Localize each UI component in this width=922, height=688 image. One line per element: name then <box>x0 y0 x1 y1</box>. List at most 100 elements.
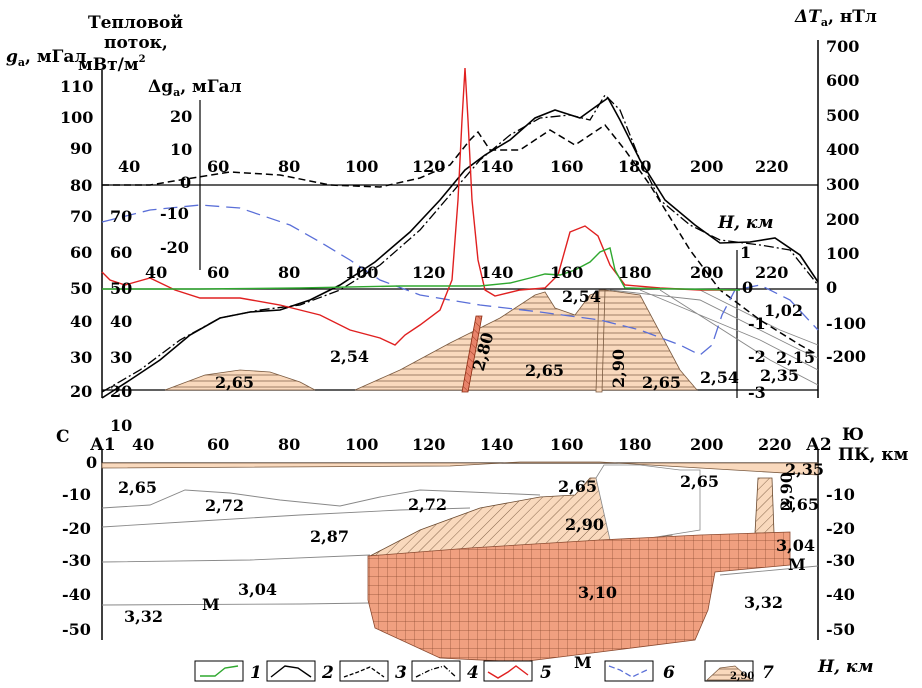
x-tick: 120 <box>412 435 445 454</box>
dt-tick: 0 <box>826 278 837 297</box>
boundary-287 <box>101 554 371 563</box>
density-label: 2,65 <box>642 373 681 392</box>
x-tick: 60 <box>207 157 229 176</box>
top-panel: 110 100 90 80 70 60 50 40 30 20 70 60 50… <box>6 7 877 435</box>
x-tick: 140 <box>480 435 513 454</box>
legend-item-7: 2,90 7 <box>704 660 774 683</box>
legend-item-5: 5 <box>483 660 552 683</box>
curve-5-red <box>101 67 735 346</box>
pk-axis-title: ПК, км <box>838 445 909 465</box>
x-tick: 220 <box>758 435 791 454</box>
density-label: 2,35 <box>785 460 824 479</box>
density-label: 2,15 <box>776 348 815 367</box>
surface-sediment <box>101 461 819 476</box>
dga-tick: 0 <box>180 173 191 192</box>
dga-axis-title: Δga, мГал <box>148 77 242 99</box>
dt-tick: 600 <box>826 71 859 90</box>
x-tick-labels-bottom: 40 60 80 100 120 140 160 180 200 220 <box>132 435 791 454</box>
ga-tick: 70 <box>70 207 92 226</box>
x-tick: 60 <box>207 435 229 454</box>
density-label: 2,90 <box>609 349 628 388</box>
dga-tick: -10 <box>160 204 189 223</box>
ga-tick: 90 <box>70 139 92 158</box>
depth-tick: -20 <box>62 519 91 538</box>
density-label: 2,54 <box>330 347 369 366</box>
ga-tick: 100 <box>60 108 93 127</box>
legend-item-4: 4 <box>411 660 479 683</box>
depth-tick: -30 <box>826 551 855 570</box>
curve-3-dashed <box>102 123 819 356</box>
depth-tick: -10 <box>826 485 855 504</box>
heat-tick: 40 <box>110 312 132 331</box>
h-tick: 0 <box>742 278 753 297</box>
density-label: 3,32 <box>124 607 163 626</box>
h-tick: -3 <box>748 383 766 402</box>
heat-axis-title-3: мВт/м2 <box>78 54 146 75</box>
legend-item-2: 2 <box>266 660 334 683</box>
depth-tick-labels-left: 0 -10 -20 -30 -40 -50 <box>62 453 97 639</box>
x-tick: 220 <box>755 157 788 176</box>
density-label: 3,04 <box>776 536 815 555</box>
dyke-280 <box>461 315 483 393</box>
density-label: 2,65 <box>558 477 597 496</box>
x-tick: 180 <box>618 157 651 176</box>
x-tick: 40 <box>145 263 167 282</box>
ga-tick: 40 <box>70 312 92 331</box>
boundary-lines-right <box>609 289 819 386</box>
depth-tick: -40 <box>62 585 91 604</box>
x-tick: 200 <box>690 435 723 454</box>
x-tick: 220 <box>755 263 788 282</box>
density-label: 2,65 <box>680 472 719 491</box>
point-a2-label: А2 <box>806 435 832 455</box>
density-label: 2,35 <box>760 366 799 385</box>
heat-tick: 50 <box>110 279 132 298</box>
dt-tick: 300 <box>826 175 859 194</box>
ga-axis-title: ga, мГал <box>6 47 86 69</box>
moho-label: М <box>788 555 806 574</box>
dga-tick-labels: 20 10 0 -10 -20 <box>160 107 192 257</box>
h-tick: 1 <box>740 243 751 262</box>
legend: 1 2 3 4 5 6 2,90 <box>194 660 774 683</box>
sediment-body-main <box>354 289 698 391</box>
dt-axis-title: ΔTa, нТл <box>794 7 877 29</box>
curve-6-blue <box>101 204 819 356</box>
h-tick: -1 <box>748 314 766 333</box>
dt-tick: -100 <box>826 314 866 333</box>
moho-line <box>101 565 819 606</box>
ga-tick: 60 <box>70 243 92 262</box>
x-tick-labels-mid: 40 60 80 100 120 140 160 180 200 220 <box>145 263 788 282</box>
x-tick: 160 <box>550 157 583 176</box>
ga-tick-labels: 110 100 90 80 70 60 50 40 30 20 <box>60 77 93 401</box>
body-290-right <box>754 477 775 534</box>
depth-tick: -50 <box>62 620 91 639</box>
density-label: 2,54 <box>700 368 739 387</box>
x-tick: 200 <box>690 263 723 282</box>
boundary-272 <box>101 507 471 528</box>
x-tick: 80 <box>278 157 300 176</box>
svg-text:6: 6 <box>663 663 675 683</box>
dt-tick: 500 <box>826 106 859 125</box>
heat-axis-title-1: Тепловой <box>88 13 183 33</box>
x-tick: 100 <box>345 157 378 176</box>
x-tick: 60 <box>207 263 229 282</box>
dyke-290 <box>595 289 606 393</box>
depth-tick-labels-right: -10 -20 -30 -40 -50 <box>826 485 855 639</box>
density-label: 2,87 <box>310 527 349 546</box>
ga-tick: 50 <box>70 279 92 298</box>
boundary-265 <box>101 489 541 509</box>
dga-tick: 20 <box>170 107 192 126</box>
x-tick: 100 <box>345 263 378 282</box>
legend-item-1: 1 <box>194 660 262 683</box>
density-label: 2,54 <box>562 287 601 306</box>
density-label: 2,65 <box>525 361 564 380</box>
north-label: С <box>56 427 70 447</box>
x-tick: 120 <box>412 263 445 282</box>
svg-text:1: 1 <box>250 663 262 683</box>
moho-label: М <box>202 595 220 614</box>
density-label: 2,72 <box>408 495 447 514</box>
x-tick: 160 <box>550 263 583 282</box>
bottom-panel: 40 60 80 100 120 140 160 180 200 220 0 -… <box>56 425 909 677</box>
ga-tick: 30 <box>70 348 92 367</box>
h-axis-title-top: H, км <box>717 213 774 233</box>
